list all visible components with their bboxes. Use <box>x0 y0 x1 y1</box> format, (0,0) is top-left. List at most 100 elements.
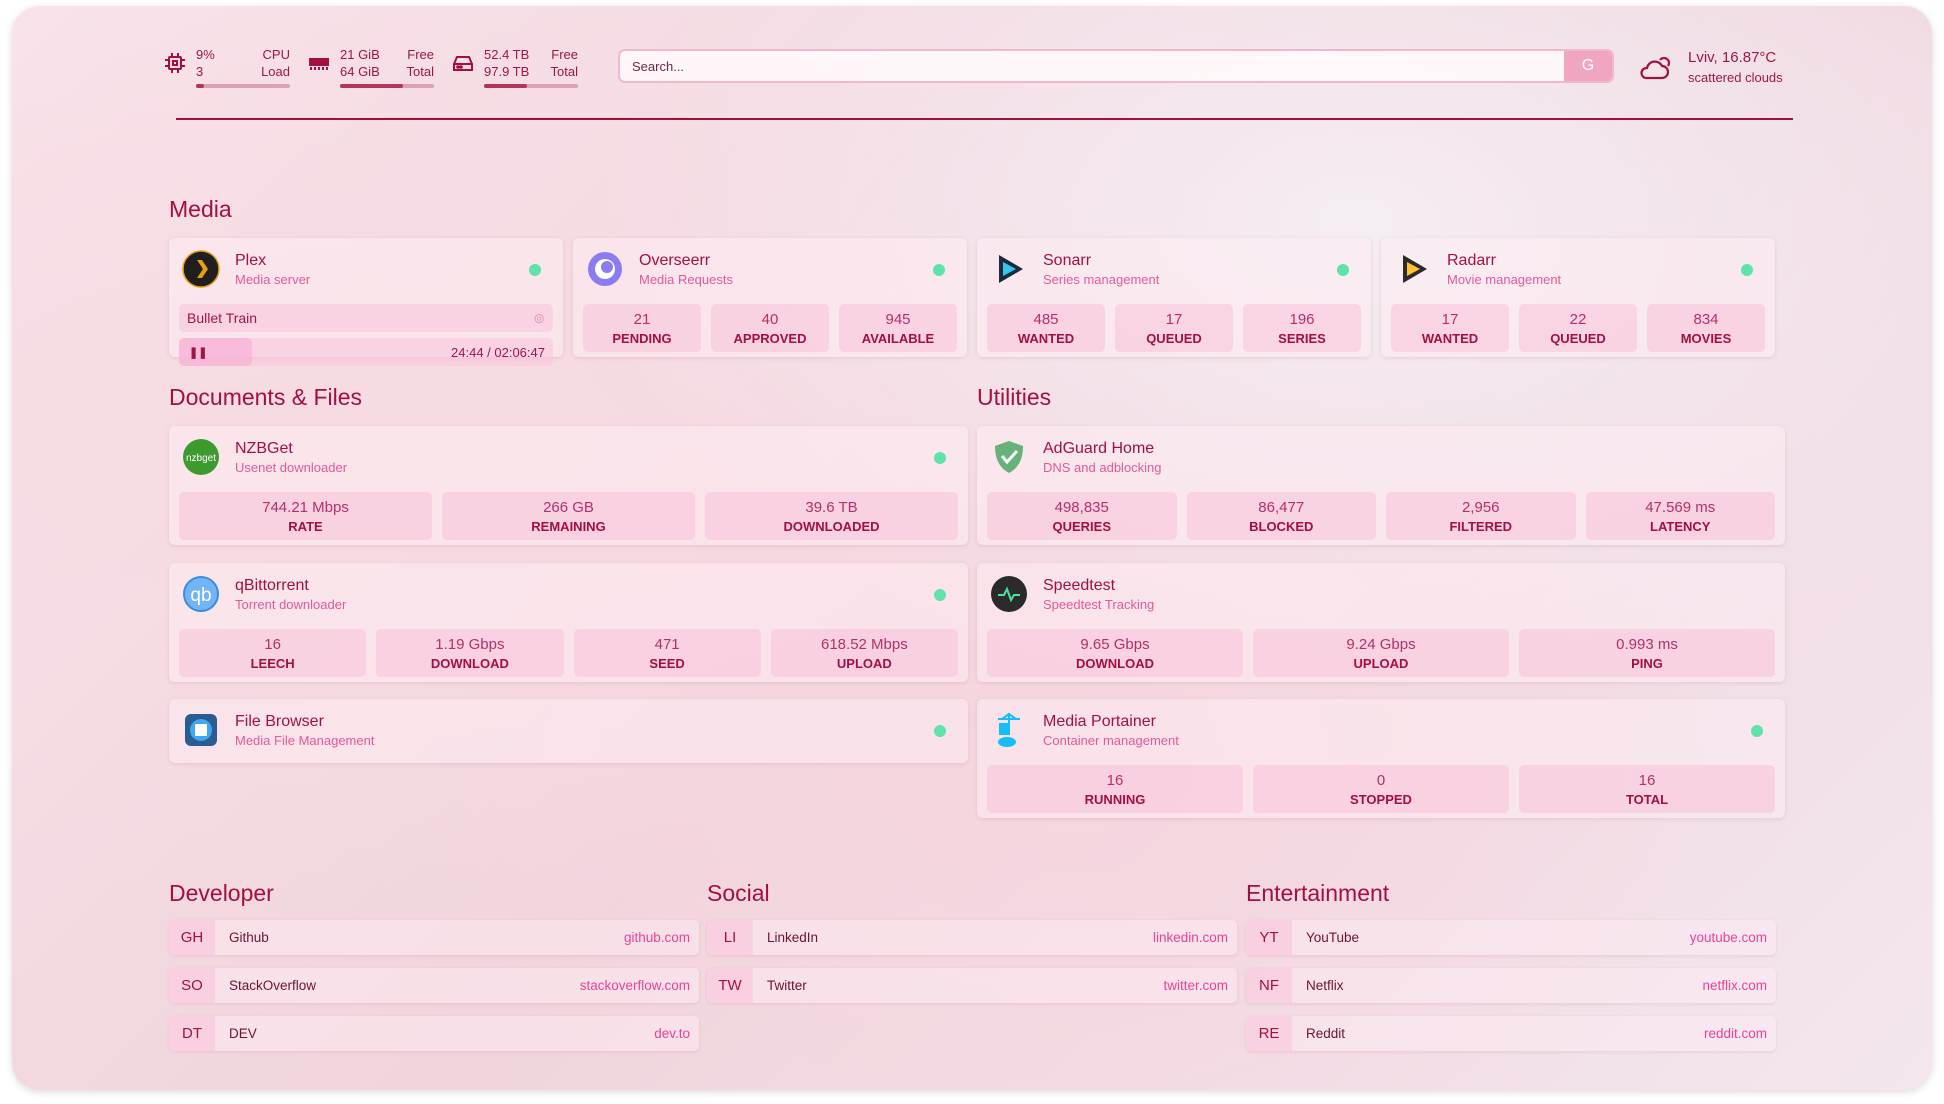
overseerr-icon <box>586 250 624 288</box>
stat-value: 17 <box>1441 311 1459 328</box>
playback-progress[interactable]: ❚❚ 24:44 / 02:06:47 <box>179 338 553 366</box>
section-media: Media <box>169 196 232 222</box>
bookmark-url[interactable]: reddit.com <box>1703 1026 1767 1041</box>
stat-value: 9.24 Gbps <box>1346 636 1416 653</box>
stat-value: 471 <box>654 636 680 653</box>
disk-usage-bar <box>484 84 578 88</box>
service-card-overseerr[interactable]: Overseerr Media Requests 21 PENDING 40 APPR… <box>573 238 967 357</box>
stat-label: LATENCY <box>1650 519 1711 534</box>
stat-label: AVAILABLE <box>861 331 935 346</box>
service-stats: 16 LEECH 1.19 Gbps DOWNLOAD 471 SEED 618.52 Mb… <box>179 629 958 677</box>
service-description: Torrent downloader <box>235 597 347 612</box>
stat-label: FILTERED <box>1449 519 1513 534</box>
pause-icon[interactable]: ❚❚ <box>189 346 208 359</box>
nzbget-icon: nzbget <box>182 438 220 476</box>
service-name[interactable]: Plex <box>235 252 267 269</box>
stat-downloaded: 39.6 TB DOWNLOADED <box>705 492 958 540</box>
bookmark-youtube[interactable]: YT YouTube youtube.com <box>1246 920 1776 955</box>
disk-free: 52.4 TB <box>484 47 530 62</box>
bookmark-twitter[interactable]: TW Twitter twitter.com <box>707 968 1237 1003</box>
cpu-icon <box>165 53 185 73</box>
stat-value: 0 <box>1376 772 1386 789</box>
service-name[interactable]: Radarr <box>1447 252 1496 269</box>
service-description: Series management <box>1043 272 1160 287</box>
stat-label: SERIES <box>1278 331 1326 346</box>
service-card-filebrowser[interactable]: File Browser Media File Management <box>169 699 968 763</box>
now-playing-title: Bullet Train <box>187 310 258 326</box>
stat-series: 196 SERIES <box>1243 304 1361 352</box>
bookmark-url[interactable]: netflix.com <box>1702 978 1767 993</box>
service-card-sonarr[interactable]: Sonarr Series management 485 WANTED 17 QUEU… <box>977 238 1371 357</box>
stat-seed: 471 SEED <box>573 629 761 677</box>
bookmark-label: Netflix <box>1306 978 1344 993</box>
service-name[interactable]: NZBGet <box>235 440 293 457</box>
section-entertainment: Entertainment <box>1246 880 1390 906</box>
bookmark-url[interactable]: linkedin.com <box>1152 930 1228 945</box>
bookmark-abbr: RE <box>1246 1016 1292 1051</box>
stat-label: QUERIES <box>1052 519 1111 534</box>
service-card-portainer[interactable]: Media Portainer Container management 16 R… <box>977 699 1785 818</box>
qbittorrent-icon: qb <box>182 575 220 613</box>
stat-wanted: 485 WANTED <box>987 304 1105 352</box>
service-card-speedtest[interactable]: Speedtest Speedtest Tracking 9.65 Gbps DO… <box>977 563 1785 682</box>
now-playing: Bullet Train ⊚ <box>179 304 553 332</box>
transcode-icon: ⊚ <box>533 309 545 326</box>
service-header: Media Portainer Container management <box>987 711 1775 761</box>
bookmark-stackoverflow[interactable]: SO StackOverflow stackoverflow.com <box>169 968 699 1003</box>
bookmark-github[interactable]: GH Github github.com <box>169 920 699 955</box>
bookmark-netflix[interactable]: NF Netflix netflix.com <box>1246 968 1776 1003</box>
free-label: Free <box>407 47 434 62</box>
bookmark-url[interactable]: stackoverflow.com <box>579 978 690 993</box>
service-name[interactable]: Sonarr <box>1043 252 1092 269</box>
service-description: DNS and adblocking <box>1043 460 1162 475</box>
service-name[interactable]: Speedtest <box>1043 577 1116 594</box>
service-name[interactable]: AdGuard Home <box>1043 440 1155 457</box>
service-card-radarr[interactable]: Radarr Movie management 17 WANTED 22 QUEUED… <box>1381 238 1775 357</box>
stat-upload: 9.24 Gbps UPLOAD <box>1253 629 1509 677</box>
disk-total: 97.9 TB <box>484 64 530 79</box>
stat-value: 16 <box>264 636 281 653</box>
status-online-indicator <box>529 264 541 276</box>
service-description: Media Requests <box>639 272 733 287</box>
service-card-nzbget[interactable]: nzbget NZBGet Usenet downloader 744.21 M… <box>169 426 968 545</box>
stat-wanted: 17 WANTED <box>1391 304 1509 352</box>
search-provider-button[interactable]: G <box>1564 51 1612 81</box>
bookmark-url[interactable]: twitter.com <box>1163 978 1228 993</box>
status-online-indicator <box>1337 264 1349 276</box>
stat-running: 16 RUNNING <box>987 765 1243 813</box>
stat-queued: 22 QUEUED <box>1519 304 1637 352</box>
stat-label: WANTED <box>1421 331 1479 346</box>
bookmark-linkedin[interactable]: LI LinkedIn linkedin.com <box>707 920 1237 955</box>
sonarr-icon <box>990 250 1028 288</box>
bookmark-url[interactable]: dev.to <box>654 1026 690 1041</box>
bookmark-url[interactable]: github.com <box>623 930 690 945</box>
search-input[interactable] <box>620 58 1564 74</box>
bookmark-label: Github <box>229 930 269 945</box>
bookmark-reddit[interactable]: RE Reddit reddit.com <box>1246 1016 1776 1051</box>
service-name[interactable]: qBittorrent <box>235 577 309 594</box>
service-description: Media File Management <box>235 733 375 748</box>
service-card-plex[interactable]: Plex Media server Bullet Train ⊚ ❚❚ 24:44 … <box>169 238 563 366</box>
stat-pending: 21 PENDING <box>583 304 701 352</box>
service-card-qbittorrent[interactable]: qb qBittorrent Torrent downloader 16 LEEC… <box>169 563 968 682</box>
service-card-adguard[interactable]: AdGuard Home DNS and adblocking 498,835 Q… <box>977 426 1785 545</box>
stat-label: BLOCKED <box>1249 519 1314 534</box>
bookmark-url[interactable]: youtube.com <box>1689 930 1767 945</box>
section-social: Social <box>707 880 770 906</box>
service-name[interactable]: File Browser <box>235 713 324 730</box>
service-description: Usenet downloader <box>235 460 348 475</box>
stat-label: TOTAL <box>1625 792 1669 807</box>
service-name[interactable]: Overseerr <box>639 252 711 269</box>
weather-location-temp: Lviv, 16.87°C <box>1688 49 1777 66</box>
memory-usage-bar <box>340 84 434 88</box>
plex-icon <box>182 250 220 288</box>
service-stats: 16 RUNNING 0 STOPPED 16 TOTAL <box>987 765 1775 813</box>
service-name[interactable]: Media Portainer <box>1043 713 1156 730</box>
stat-value: 618.52 Mbps <box>821 636 908 653</box>
search-box: G <box>618 49 1614 83</box>
speedtest-icon <box>990 575 1028 613</box>
bookmark-dev[interactable]: DT DEV dev.to <box>169 1016 699 1051</box>
service-header: Overseerr Media Requests <box>583 250 957 300</box>
cpu-load: 3 <box>196 64 204 79</box>
stat-total: 16 TOTAL <box>1519 765 1775 813</box>
